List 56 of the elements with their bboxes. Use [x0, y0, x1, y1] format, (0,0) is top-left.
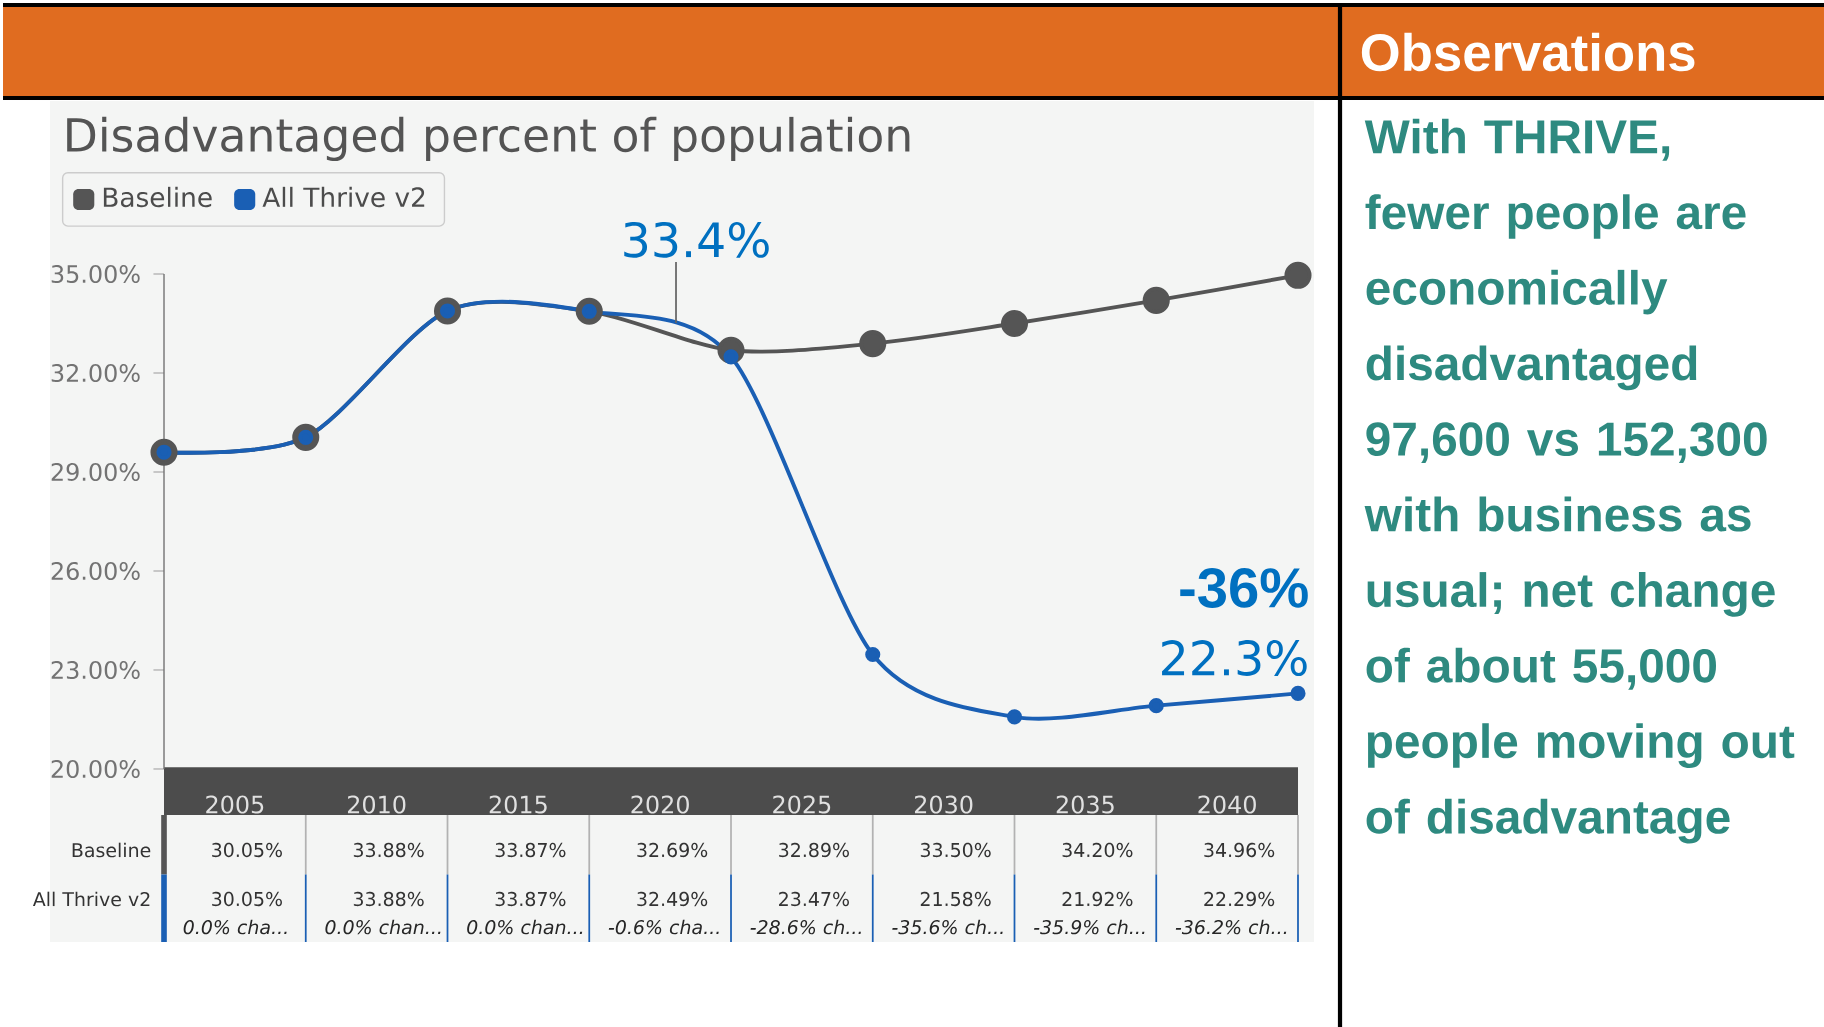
text: 33.88%: [353, 842, 424, 858]
legend-label: Baseline: [103, 186, 212, 208]
text: -36.2% ch...: [1175, 919, 1287, 935]
x-tick-label: 2025: [773, 795, 831, 814]
text: -28.6% ch...: [750, 919, 861, 935]
x-tick-label: 2020: [631, 795, 689, 814]
point: [1290, 685, 1306, 701]
text: 0.0% cha...: [183, 919, 287, 935]
text: Observations: [1361, 32, 1695, 72]
text: 22.29%: [1204, 891, 1275, 907]
text: All Thrive v2: [32, 891, 150, 907]
point: [1148, 698, 1164, 714]
text: 34.96%: [1204, 842, 1275, 858]
text: -0.6% cha...: [608, 919, 719, 935]
x-tick-label: 2035: [1056, 795, 1114, 814]
text: 23.47%: [779, 891, 849, 907]
x-tick-label: 2030: [914, 795, 973, 814]
x-tick-label: 2015: [489, 795, 547, 814]
text: With THRIVE, fewer people are economically disadvantaged 97,600 vs 152,300 with business as usual; net change of about 55,000 people moving out of disadvantage: [1364, 118, 1795, 844]
y-tick-label: 35.00%: [51, 264, 140, 284]
text: 21.58%: [920, 891, 991, 907]
text: 33.4%: [624, 221, 769, 258]
x-tick-label: 2010: [347, 795, 406, 814]
text: 33.87%: [495, 842, 566, 858]
text: 32.49%: [637, 891, 708, 907]
point: [1006, 709, 1023, 725]
text: 33.88%: [353, 891, 424, 907]
text: 0.0% chan...: [325, 919, 441, 935]
text: 21.92%: [1062, 891, 1133, 907]
y-tick-label: 26.00%: [51, 561, 140, 581]
text: Baseline: [72, 842, 151, 858]
x-tick-label: 2005: [206, 795, 264, 814]
annotation: -36%: [1180, 568, 1308, 608]
y-tick-label: 20.00%: [51, 759, 140, 779]
text: 0.0% chan...: [467, 919, 583, 935]
point: [865, 646, 881, 663]
text: 34.20%: [1062, 842, 1133, 858]
text: -35.6% ch...: [892, 919, 1003, 935]
text: 32.89%: [779, 842, 849, 858]
text: -35.9% ch...: [1034, 919, 1145, 935]
legend-label: All Thrive v2: [262, 186, 425, 208]
text: 33.50%: [920, 842, 991, 858]
x-tick-label: 2040: [1198, 795, 1256, 814]
point: [1000, 309, 1029, 338]
point: [1142, 286, 1170, 314]
y-tick-label: 29.00%: [51, 462, 140, 482]
y-tick-label: 23.00%: [51, 660, 140, 680]
text: 33.87%: [495, 891, 566, 907]
text: 30.05%: [212, 842, 282, 858]
point: [859, 330, 887, 358]
y-tick-label: 32.00%: [51, 363, 140, 383]
chart-title: Disadvantaged percent of population: [67, 116, 910, 162]
point: [1284, 261, 1312, 289]
annotation: 22.3%: [1162, 640, 1307, 676]
text: 30.05%: [212, 891, 282, 907]
text: 32.69%: [637, 842, 708, 858]
